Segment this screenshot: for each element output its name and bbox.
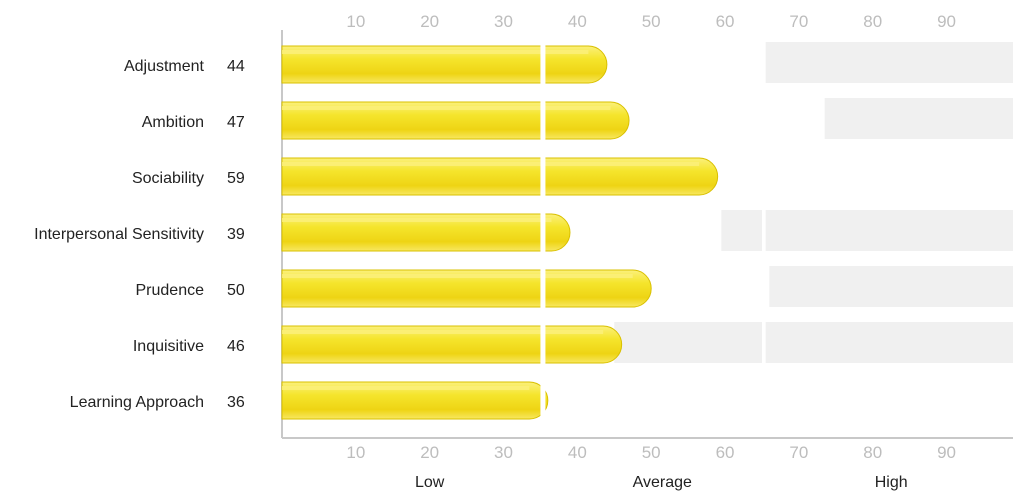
tick-label-top: 90 xyxy=(937,12,956,31)
tick-label-top: 60 xyxy=(716,12,735,31)
bar xyxy=(281,157,719,196)
category-label: Inquisitive xyxy=(133,338,204,355)
bar-divider xyxy=(540,381,546,420)
shading-rect xyxy=(614,322,762,363)
tick-label-top: 40 xyxy=(568,12,587,31)
bar-divider xyxy=(540,157,546,196)
band-label: High xyxy=(875,474,908,491)
category-label: Ambition xyxy=(142,114,204,131)
axis-layer: 10 10 20 20 30 30 40 40 50 50 60 60 70 70 80 80 90 90 Low A… xyxy=(281,12,1013,491)
tick-label-top: 20 xyxy=(420,12,439,31)
category-label: Sociability xyxy=(132,170,204,187)
bar-highlight xyxy=(282,330,604,334)
value-label: 59 xyxy=(227,170,245,187)
bar-layer xyxy=(281,45,719,420)
category-label: Prudence xyxy=(136,282,205,299)
shading-rect xyxy=(765,210,1013,251)
shading-rect xyxy=(765,42,1013,83)
bar-highlight xyxy=(282,50,589,54)
bar-divider xyxy=(540,213,546,252)
category-label: Adjustment xyxy=(124,58,205,75)
bar-highlight xyxy=(282,106,611,110)
bar xyxy=(281,213,571,252)
shading-rect xyxy=(765,322,1013,363)
bar-highlight xyxy=(282,386,530,390)
tick-label-top: 70 xyxy=(789,12,808,31)
bar xyxy=(281,269,652,308)
value-label: 44 xyxy=(227,58,245,75)
tick-label-top: 30 xyxy=(494,12,513,31)
bar-highlight xyxy=(282,218,552,222)
shading-layer xyxy=(614,42,1013,363)
band-label: Low xyxy=(415,474,445,491)
shading-rect xyxy=(721,210,762,251)
category-label: Learning Approach xyxy=(70,394,204,411)
tick-label-top: 50 xyxy=(642,12,661,31)
value-label: 50 xyxy=(227,282,245,299)
bar xyxy=(281,325,623,364)
bar-highlight xyxy=(282,162,700,166)
bar xyxy=(281,45,608,84)
shading-rect xyxy=(824,98,1013,139)
bar-divider xyxy=(540,269,546,308)
bar-highlight xyxy=(282,274,633,278)
tick-label-bottom: 90 xyxy=(937,443,956,462)
category-label: Interpersonal Sensitivity xyxy=(34,226,204,243)
label-layer: Adjustment 44 Ambition 47 Sociability 59 Inter… xyxy=(34,58,245,411)
value-label: 47 xyxy=(227,114,245,131)
bar-divider xyxy=(540,325,546,364)
tick-label-bottom: 30 xyxy=(494,443,513,462)
bar-divider xyxy=(540,45,546,84)
tick-label-bottom: 70 xyxy=(789,443,808,462)
shading-rect xyxy=(769,266,1013,307)
tick-label-bottom: 20 xyxy=(420,443,439,462)
value-label: 39 xyxy=(227,226,245,243)
bar xyxy=(281,381,549,420)
tick-label-bottom: 60 xyxy=(716,443,735,462)
tick-label-bottom: 80 xyxy=(863,443,882,462)
tick-label-bottom: 10 xyxy=(346,443,365,462)
tick-label-bottom: 40 xyxy=(568,443,587,462)
value-label: 46 xyxy=(227,338,245,355)
value-label: 36 xyxy=(227,394,245,411)
bar-divider xyxy=(540,101,546,140)
tick-label-top: 80 xyxy=(863,12,882,31)
tick-label-bottom: 50 xyxy=(642,443,661,462)
tick-label-top: 10 xyxy=(346,12,365,31)
band-label: Average xyxy=(633,474,692,491)
